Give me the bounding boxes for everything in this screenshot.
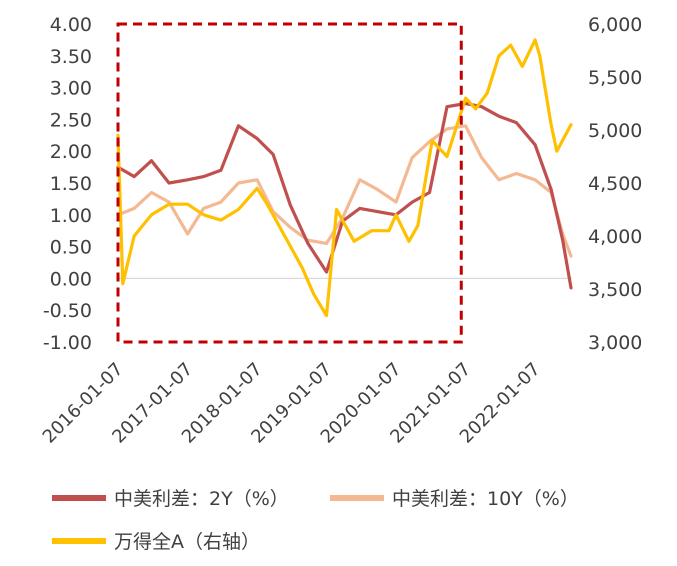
y-right-tick-label: 3,000 — [588, 332, 642, 354]
y-right-tick-label: 5,500 — [588, 67, 642, 89]
y-left-tick-label: -1.00 — [43, 332, 92, 354]
y-right-tick-label: 6,000 — [588, 14, 642, 36]
series-line-2y — [116, 101, 573, 290]
y-left-tick-label: 1.50 — [50, 173, 92, 195]
y-left-tick-label: 2.00 — [50, 141, 92, 163]
y-left-tick-label: 3.00 — [50, 78, 92, 100]
y-right-tick-label: 4,000 — [588, 226, 642, 248]
series-line-10y — [116, 124, 573, 258]
series-line-wind-a — [116, 38, 573, 318]
y-left-tick-label: 0.00 — [50, 268, 92, 290]
y-left-tick-label: 1.00 — [50, 205, 92, 227]
y-left-tick-label: 3.50 — [50, 46, 92, 68]
y-left-tick-label: 4.00 — [50, 14, 92, 36]
y-right-tick-label: 3,500 — [588, 279, 642, 301]
y-right-tick-label: 4,500 — [588, 173, 642, 195]
y-left-tick-label: 2.50 — [50, 109, 92, 131]
y-right-tick-label: 5,000 — [588, 120, 642, 142]
y-left-tick-label: -0.50 — [43, 300, 92, 322]
y-left-tick-label: 0.50 — [50, 237, 92, 259]
highlight-dashed-box — [116, 22, 463, 344]
